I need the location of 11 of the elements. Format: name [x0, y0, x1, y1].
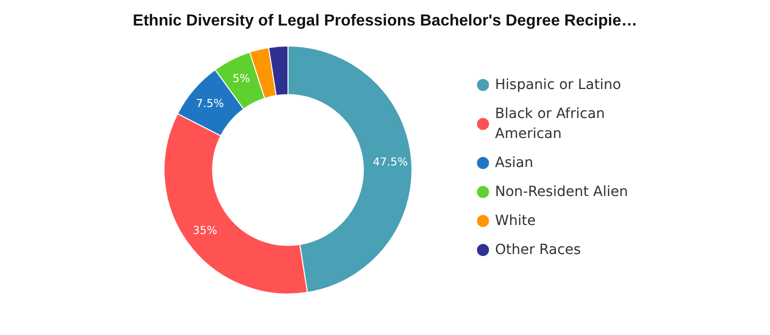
legend-label: Other Races: [495, 242, 581, 258]
legend-label: White: [495, 213, 536, 229]
chart-title: Ethnic Diversity of Legal Professions Bachelor's Degree Recipie…: [132, 12, 638, 30]
legend-label: Asian: [495, 155, 534, 171]
legend-label: Non-Resident Alien: [495, 184, 628, 200]
legend-label: Hispanic or Latino: [495, 77, 622, 93]
data-label: 47.5%: [372, 155, 408, 168]
data-label: 35%: [192, 224, 218, 237]
data-label: 7.5%: [196, 96, 224, 110]
legend-label: Black or African American: [495, 106, 610, 142]
data-label: 5%: [232, 72, 250, 86]
